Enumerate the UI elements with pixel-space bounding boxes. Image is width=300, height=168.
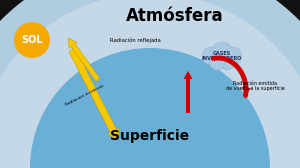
Circle shape [202,47,220,65]
Text: Radiación emitida
de vuelta a la superficie: Radiación emitida de vuelta a la superfi… [226,81,284,91]
FancyArrow shape [69,48,119,140]
Text: GASES
INVERNADERO: GASES INVERNADERO [202,51,242,61]
Text: SOL: SOL [21,35,43,45]
Circle shape [219,54,235,70]
Text: Superficie: Superficie [110,129,190,143]
FancyArrow shape [184,71,193,113]
Text: Radiación incidente: Radiación incidente [65,83,105,107]
FancyArrow shape [68,38,100,81]
Circle shape [209,54,225,70]
Wedge shape [30,48,270,168]
Text: Radiación reflejada: Radiación reflejada [110,37,161,43]
Circle shape [211,42,233,64]
Circle shape [14,22,50,58]
Text: Atmósfera: Atmósfera [126,7,224,25]
FancyArrow shape [242,87,251,96]
Circle shape [224,47,242,65]
